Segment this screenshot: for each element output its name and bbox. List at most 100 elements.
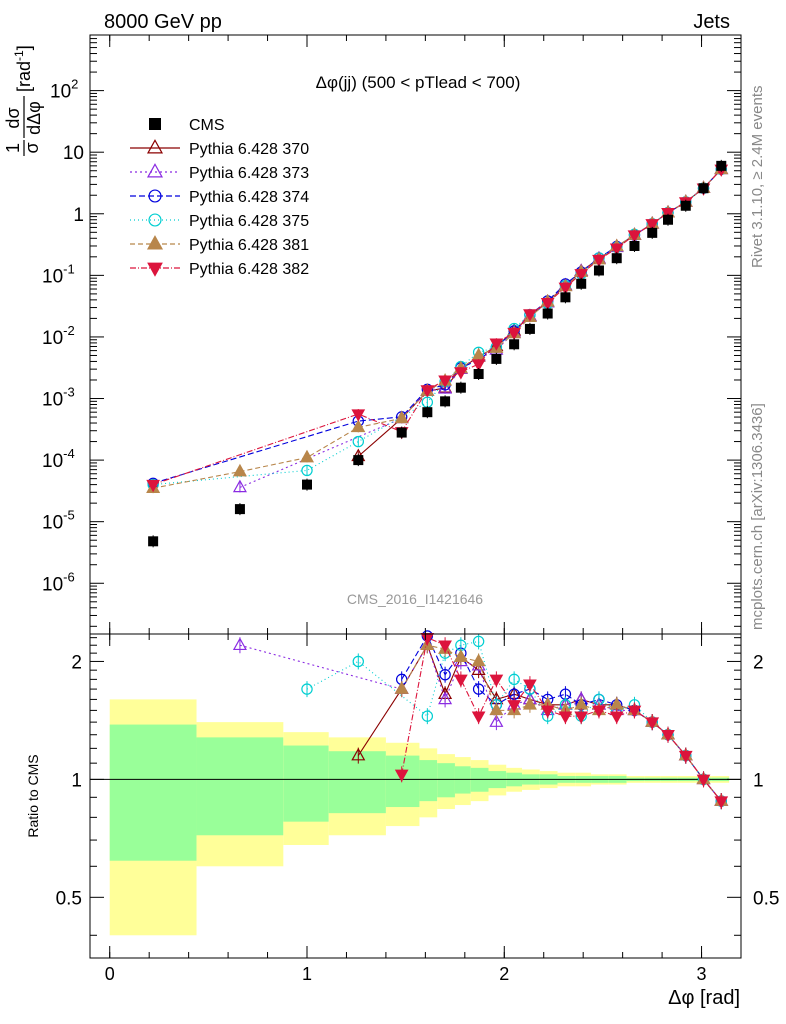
y-tick-label-4: 10-2: [42, 323, 75, 349]
series-ratio-pt-5-1: [420, 632, 435, 646]
series-main-pt-5-8: [507, 327, 521, 341]
cms-point-22: [716, 160, 727, 171]
series-ratio-pt-5-10: [574, 711, 589, 724]
y-tick-exp-1: -5: [63, 508, 75, 523]
ratio-tick-label-right-2: 2: [753, 652, 764, 673]
cms-point-6: [440, 396, 451, 407]
series-ratio-pt-5-0: [394, 769, 409, 782]
series-main-pt-3-1: [301, 464, 313, 477]
legend-label-1: Pythia 6.428 373: [189, 165, 309, 182]
band-inner-7: [454, 766, 471, 794]
series-ratio-pt-5-8: [540, 705, 555, 719]
series-main-0: [351, 161, 729, 462]
series-main-pt-5-3: [420, 385, 435, 398]
series-main-pt-5-0: [146, 479, 160, 493]
series-main-pt-4-3: [351, 419, 366, 433]
series-ratio-pt-5-9: [558, 711, 573, 724]
legend-marker-1: [146, 163, 164, 178]
ylabel-unit-open: [rad: [14, 61, 34, 92]
y-axis-label: 1 σ dσ dΔφ [rad-1]: [3, 45, 44, 156]
series-main-pt-3-2: [352, 435, 364, 448]
band-inner-5: [419, 760, 438, 802]
band-inner-1: [196, 737, 284, 836]
series-ratio-pt-5-15: [661, 730, 675, 743]
legend: CMS Pythia 6.428 370 Pythia 6.428 373 Pythi…: [130, 117, 309, 278]
series-ratio-pt-5-6: [507, 700, 521, 713]
ratio-tick-label-left-2: 2: [71, 652, 82, 673]
legend-marker-0: [146, 139, 164, 154]
cms-point-15: [593, 265, 604, 276]
x-tick-label-2: 2: [499, 964, 509, 984]
legend-marker-3: [148, 213, 162, 227]
band-inner-3: [328, 751, 386, 814]
y-tick-base-0: 10: [42, 574, 63, 595]
chart-title: Δφ(jj) (500 < pTlead < 700): [316, 73, 521, 92]
legend-label-4: Pythia 6.428 381: [189, 237, 309, 254]
series-ratio-5: [394, 632, 729, 810]
cms-point-9: [491, 353, 502, 364]
ylabel-unit-exp: -1: [12, 50, 26, 61]
y-tick-label-8: 102: [50, 77, 78, 103]
y-tick-label-3: 10-3: [42, 385, 75, 411]
series-ratio-pt-3-1: [352, 655, 364, 668]
y-tick-base-6: 1: [73, 205, 84, 226]
series-main-pt-5-16: [645, 219, 660, 232]
ratio-tick-label-right-0: 0.5: [753, 888, 779, 909]
cms-point-14: [576, 278, 587, 289]
y-tick-label-7: 10: [63, 143, 84, 164]
series-ratio-pt-5-3: [454, 674, 468, 687]
series-main-pt-5-14: [609, 243, 624, 256]
cms-point-16: [611, 253, 622, 264]
series-ratio-pt-5-13: [627, 705, 642, 719]
cms-point-5: [422, 407, 433, 418]
series-ratio-pt-5-14: [645, 717, 660, 730]
y-tick-label-0: 10-6: [42, 569, 75, 595]
legend-marker-5: [147, 262, 163, 277]
series-main-pt-1-0: [232, 479, 247, 493]
ylabel-den: σ: [22, 142, 42, 153]
ylabel-unit: [rad-1]: [12, 45, 34, 92]
x-tick-label-3: 3: [697, 964, 707, 984]
ylabel-unit-close: ]: [14, 45, 34, 50]
y-tick-base-2: 10: [42, 451, 63, 472]
header-right: Jets: [693, 11, 730, 33]
series-ratio-pt-2-4: [472, 683, 485, 695]
y-tick-base-4: 10: [42, 328, 63, 349]
cms-point-10: [509, 339, 520, 350]
y-tick-base-8: 10: [50, 82, 71, 103]
series-ratio-pt-3-2: [421, 710, 434, 722]
y-tick-base-1: 10: [42, 513, 63, 534]
ratio-tick-label-left-1: 1: [71, 770, 82, 791]
y-tick-exp-5: -1: [63, 261, 75, 276]
ratio-panel: [90, 630, 741, 936]
series-ratio-pt-5-5: [489, 674, 504, 687]
series-ratio-pt-1-3: [438, 691, 453, 705]
band-inner-0: [109, 724, 197, 861]
cms-point-17: [629, 240, 640, 251]
y-tick-base-3: 10: [42, 390, 63, 411]
ylabel-num: 1: [3, 143, 23, 153]
y-tick-exp-8: 2: [71, 77, 78, 92]
series-ratio-pt-5-2: [438, 640, 452, 653]
legend-label-2: Pythia 6.428 374: [189, 189, 309, 206]
band-inner-2: [283, 745, 329, 822]
series-main-line-1: [239, 168, 722, 488]
x-tick-label-1: 1: [302, 964, 312, 984]
series-ratio-pt-5-18: [714, 796, 729, 809]
ylabel-dnum: dσ: [3, 107, 23, 128]
ratio-tick-label-right-1: 1: [753, 770, 764, 791]
series-ratio-pt-4-7: [522, 696, 537, 710]
series-main-pt-1-3: [438, 380, 453, 394]
series-main-pt-5-10: [540, 297, 555, 311]
series-ratio-pt-3-7: [508, 673, 520, 686]
series-main-pt-4-2: [299, 449, 315, 463]
cms-point-12: [542, 308, 553, 319]
series-ratio-pt-5-7: [523, 679, 537, 692]
legend-label-0: Pythia 6.428 370: [189, 141, 309, 158]
cms-point-20: [680, 200, 691, 211]
y-tick-label-5: 10-1: [42, 261, 75, 287]
cms-point-1: [234, 504, 245, 515]
cms-point-4: [396, 427, 407, 438]
y-tick-exp-3: -3: [63, 385, 75, 400]
